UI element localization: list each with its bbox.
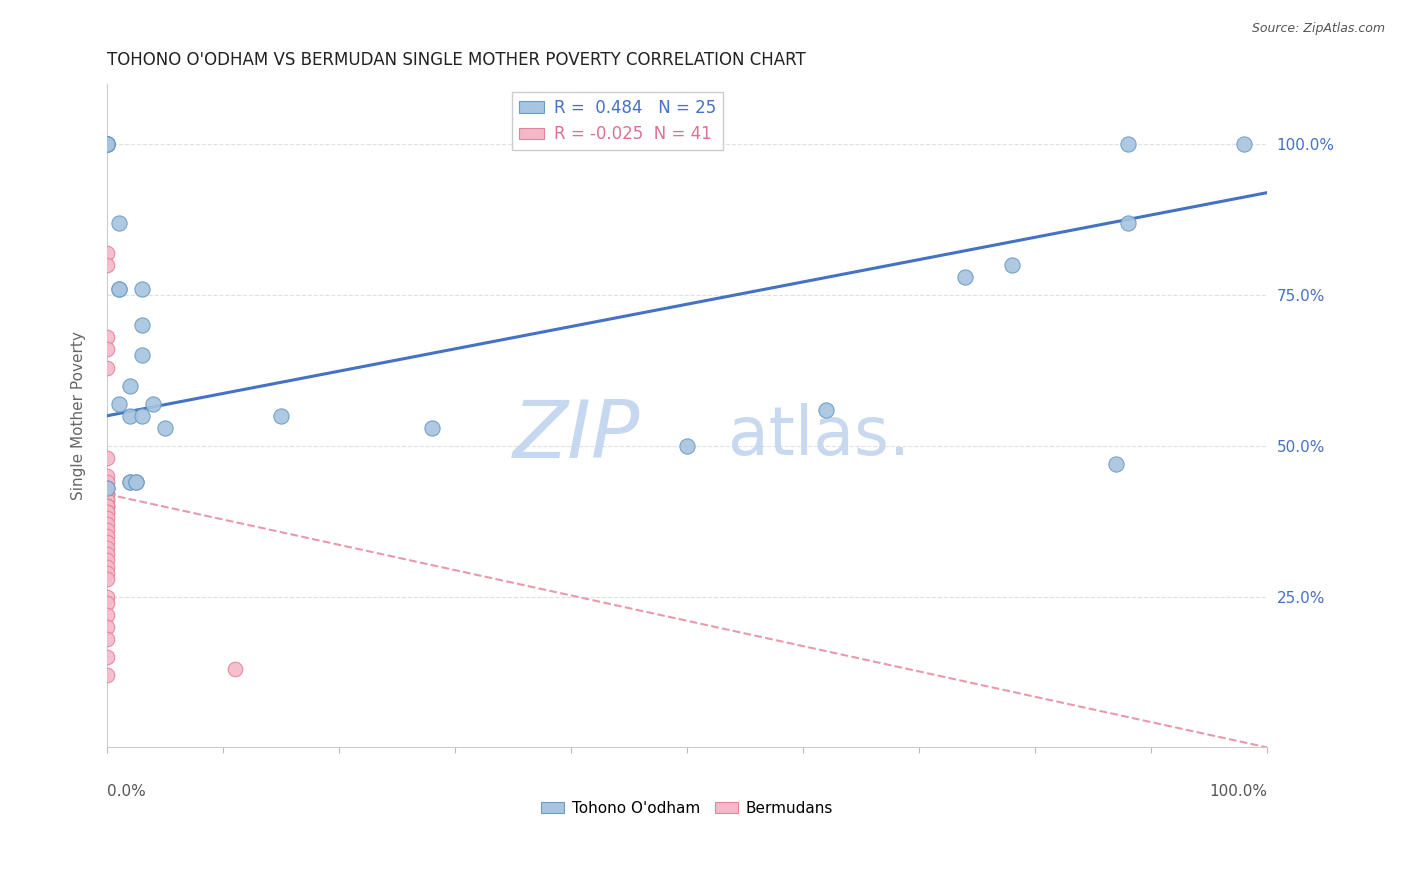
Text: Source: ZipAtlas.com: Source: ZipAtlas.com	[1251, 22, 1385, 36]
Point	[107, 397, 129, 411]
Point	[131, 318, 153, 333]
Point	[96, 469, 118, 483]
Point	[131, 349, 153, 363]
Point	[270, 409, 292, 423]
Point	[1233, 137, 1256, 152]
Point	[142, 397, 165, 411]
Point	[96, 553, 118, 567]
Point	[96, 137, 118, 152]
Point	[96, 505, 118, 519]
Point	[96, 500, 118, 514]
Point	[107, 282, 129, 296]
Point	[96, 500, 118, 514]
Point	[96, 137, 118, 152]
Point	[1116, 137, 1139, 152]
Point	[96, 493, 118, 508]
Point	[96, 343, 118, 357]
Point	[96, 511, 118, 525]
Point	[125, 475, 148, 489]
Point	[96, 137, 118, 152]
Point	[96, 258, 118, 272]
Point	[96, 505, 118, 519]
Point	[96, 620, 118, 634]
Point	[107, 216, 129, 230]
Text: 0.0%: 0.0%	[107, 784, 146, 799]
Point	[96, 590, 118, 604]
Text: atlas.: atlas.	[728, 402, 910, 468]
Point	[96, 517, 118, 532]
Point	[125, 475, 148, 489]
Point	[96, 632, 118, 646]
Point	[96, 481, 118, 495]
Point	[224, 662, 246, 676]
Point	[96, 493, 118, 508]
Point	[96, 566, 118, 580]
Point	[96, 524, 118, 538]
Point	[96, 487, 118, 501]
Y-axis label: Single Mother Poverty: Single Mother Poverty	[72, 331, 86, 500]
Point	[96, 596, 118, 610]
Point	[96, 487, 118, 501]
Point	[96, 246, 118, 260]
Point	[120, 409, 142, 423]
Point	[107, 282, 129, 296]
Point	[96, 481, 118, 495]
Point	[96, 650, 118, 665]
Point	[96, 559, 118, 574]
Point	[96, 541, 118, 556]
Point	[96, 330, 118, 344]
Point	[815, 402, 838, 417]
Point	[96, 481, 118, 495]
Text: ZIP: ZIP	[513, 397, 641, 475]
Point	[96, 487, 118, 501]
Point	[1105, 457, 1128, 471]
Point	[676, 439, 699, 453]
Text: TOHONO O'ODHAM VS BERMUDAN SINGLE MOTHER POVERTY CORRELATION CHART: TOHONO O'ODHAM VS BERMUDAN SINGLE MOTHER…	[107, 51, 806, 69]
Point	[120, 475, 142, 489]
Point	[96, 535, 118, 549]
Point	[96, 481, 118, 495]
Point	[96, 572, 118, 586]
Point	[96, 668, 118, 682]
Point	[96, 137, 118, 152]
Point	[96, 137, 118, 152]
Point	[96, 481, 118, 495]
Point	[420, 421, 443, 435]
Point	[96, 529, 118, 543]
Point	[96, 450, 118, 465]
Point	[96, 548, 118, 562]
Point	[96, 137, 118, 152]
Point	[96, 607, 118, 622]
Point	[96, 137, 118, 152]
Point	[96, 137, 118, 152]
Point	[131, 282, 153, 296]
Point	[955, 270, 977, 285]
Point	[1116, 216, 1139, 230]
Text: 100.0%: 100.0%	[1209, 784, 1267, 799]
Point	[96, 360, 118, 375]
Point	[120, 378, 142, 392]
Point	[96, 500, 118, 514]
Point	[96, 475, 118, 489]
Point	[1001, 258, 1024, 272]
Point	[120, 475, 142, 489]
Point	[131, 409, 153, 423]
Point	[153, 421, 176, 435]
Legend: Tohono O'odham, Bermudans: Tohono O'odham, Bermudans	[534, 795, 839, 822]
